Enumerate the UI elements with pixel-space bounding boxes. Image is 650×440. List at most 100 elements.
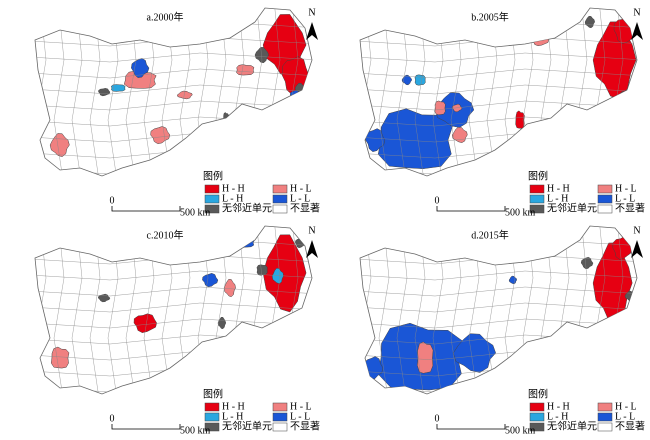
legend-swatch <box>529 402 545 412</box>
legend-label: 无邻近单元 <box>547 201 597 214</box>
cluster-region <box>292 312 304 324</box>
legend-swatch <box>272 194 288 204</box>
legend-label: L - H <box>222 193 243 204</box>
legend-swatch <box>529 422 545 432</box>
legend-title: 图例 <box>528 387 548 400</box>
cluster-region <box>620 89 631 101</box>
legend-label: L - H <box>547 193 568 204</box>
legend-swatch <box>529 184 545 194</box>
panel-title: b.2005年 <box>471 10 509 23</box>
map-outline <box>34 7 313 177</box>
cluster-region <box>580 256 594 270</box>
scale-label: 500 km <box>505 425 536 435</box>
legend-swatch <box>204 402 220 412</box>
county-line <box>35 52 312 63</box>
legend-label: 无邻近单元 <box>222 419 272 432</box>
legend-swatch <box>529 204 545 214</box>
legend-label: 不显著 <box>615 201 645 214</box>
legend-swatch <box>597 204 613 214</box>
cluster-region <box>515 110 525 129</box>
legend-label: L - L <box>290 411 310 422</box>
scale-bar <box>436 206 506 212</box>
map-panel: d.2015年 N 图例H - H H - L L - H L - L 无邻近单元 不显著 0 5… <box>359 225 645 436</box>
cluster-region <box>110 84 126 92</box>
legend-swatch <box>529 412 545 422</box>
legend-swatch <box>597 184 613 194</box>
legend-label: L - H <box>547 411 568 422</box>
legend-label: H - H <box>222 183 245 194</box>
cluster-region <box>414 74 426 86</box>
legend-label: H - H <box>222 401 245 412</box>
panel-title: d.2015年 <box>471 228 509 241</box>
north-arrow <box>631 22 643 40</box>
legend-title: 图例 <box>528 169 548 182</box>
county-line <box>35 100 312 111</box>
county-line <box>35 286 312 297</box>
cluster-region <box>254 47 269 64</box>
cluster-region <box>451 126 468 143</box>
north-label: N <box>633 225 640 236</box>
legend-swatch <box>272 412 288 422</box>
legend-swatch <box>597 422 613 432</box>
cluster-region <box>202 273 219 288</box>
county-borders <box>35 226 312 394</box>
county-line <box>35 84 312 95</box>
county-line <box>360 100 637 111</box>
legend-swatch <box>204 194 220 204</box>
scale-label: 0 <box>110 195 115 206</box>
legend-swatch <box>204 412 220 422</box>
legend-label: L - L <box>615 193 635 204</box>
cluster-region <box>566 235 576 245</box>
scale-label: 0 <box>435 413 440 424</box>
legend-label: 不显著 <box>615 419 645 432</box>
legend-swatch <box>204 422 220 432</box>
county-borders <box>35 8 312 176</box>
legend-label: 无邻近单元 <box>222 201 272 214</box>
cluster-region <box>133 313 157 333</box>
legend-label: H - L <box>290 401 312 412</box>
county-line <box>360 270 637 281</box>
legend-swatch <box>272 184 288 194</box>
map-panel: b.2005年 N 图例H - H H - L L - H L - L 无邻近单元 不显著 0 5… <box>359 7 645 218</box>
cluster-region <box>365 128 386 152</box>
legend-label: H - L <box>615 401 637 412</box>
cluster-region <box>97 293 111 303</box>
legend-title: 图例 <box>203 387 223 400</box>
cluster-region <box>50 346 70 369</box>
cluster-region <box>290 89 301 101</box>
legend-label: L - L <box>615 411 635 422</box>
legend-title: 图例 <box>203 169 223 182</box>
county-line <box>360 84 637 95</box>
legend-swatch <box>529 194 545 204</box>
county-line <box>360 302 637 313</box>
north-label: N <box>633 7 640 18</box>
county-line <box>35 302 312 313</box>
north-arrow <box>631 240 643 258</box>
legend-label: L - L <box>290 193 310 204</box>
legend-label: H - L <box>290 183 312 194</box>
north-label: N <box>308 225 315 236</box>
scale-label: 0 <box>110 413 115 424</box>
panel-title: c.2010年 <box>147 228 184 241</box>
scale-bar <box>111 424 181 430</box>
scale-bar <box>436 424 506 430</box>
north-label: N <box>308 7 315 18</box>
legend-swatch <box>204 184 220 194</box>
legend-label: 不显著 <box>290 201 320 214</box>
cluster-region <box>131 58 150 78</box>
north-arrow <box>306 22 318 40</box>
cluster-region <box>434 100 446 116</box>
legend-swatch <box>204 204 220 214</box>
cluster-region <box>451 103 463 113</box>
legend-swatch <box>597 402 613 412</box>
county-line <box>35 318 312 329</box>
cluster-region <box>271 267 284 284</box>
panel-title: a.2000年 <box>147 10 184 23</box>
legend-label: H - H <box>547 183 570 194</box>
cluster-region <box>256 264 268 276</box>
scale-label: 500 km <box>505 207 536 218</box>
county-line <box>360 318 637 329</box>
legend-swatch <box>272 422 288 432</box>
county-line <box>360 68 637 79</box>
